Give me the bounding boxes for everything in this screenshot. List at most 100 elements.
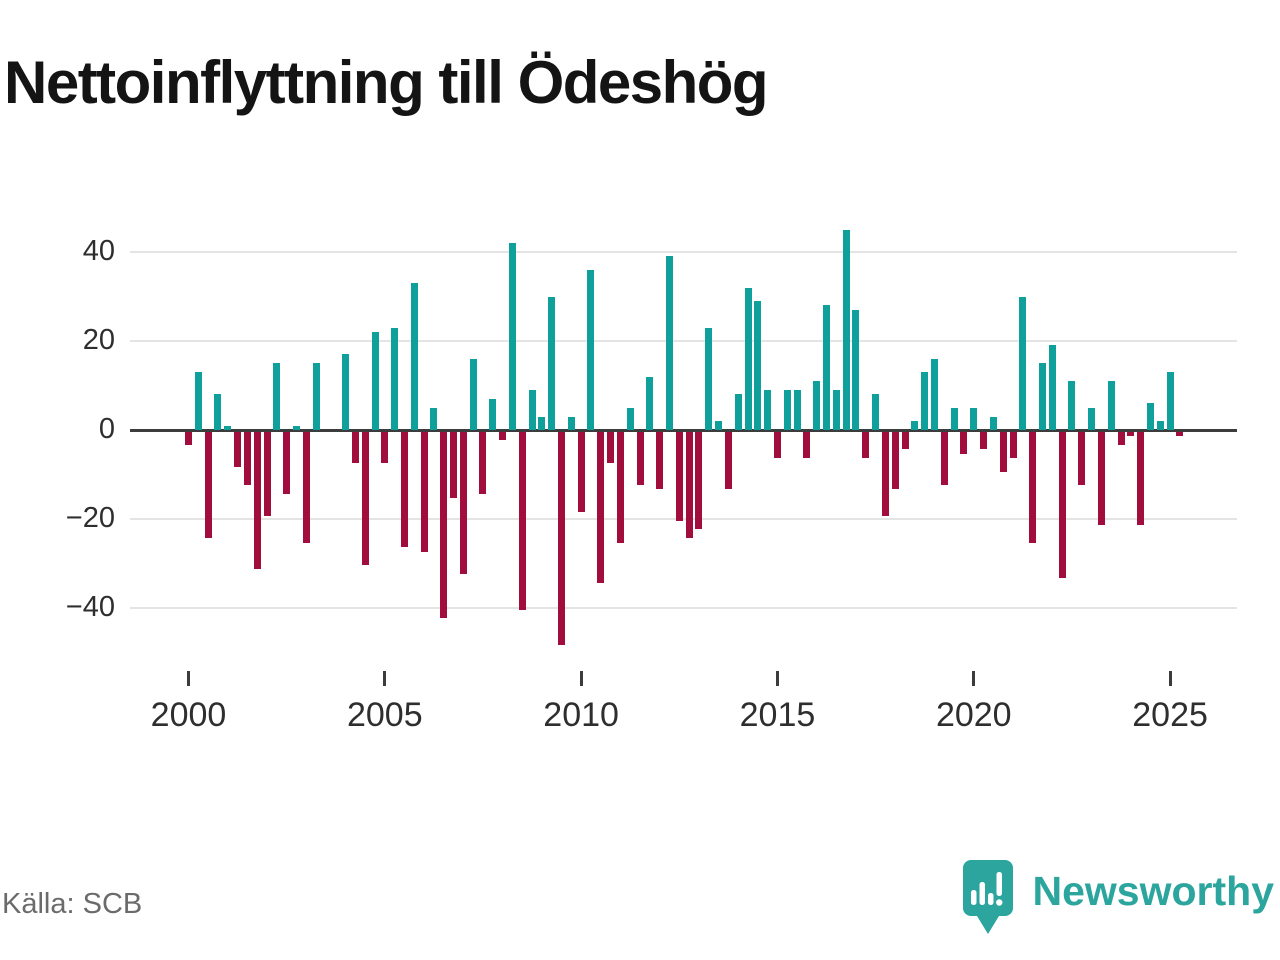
- bar-2021Q2: [1019, 296, 1027, 430]
- bar-2003Q1: [302, 431, 310, 543]
- bar-2013Q3: [715, 421, 723, 430]
- bar-2005Q3: [400, 431, 408, 548]
- bar-2014Q4: [764, 389, 772, 430]
- bar-2002Q3: [283, 431, 291, 494]
- bar-2019Q4: [960, 431, 968, 454]
- bar-2007Q2: [469, 358, 477, 430]
- bar-2004Q3: [361, 431, 369, 565]
- bar-2020Q2: [980, 431, 988, 450]
- bar-2005Q4: [410, 283, 418, 430]
- x-axis-tick: [579, 671, 583, 686]
- bar-2006Q2: [430, 407, 438, 430]
- bar-2002Q1: [263, 431, 271, 517]
- bar-2023Q1: [1088, 407, 1096, 430]
- bar-2018Q1: [891, 431, 899, 490]
- bar-2011Q1: [616, 431, 624, 543]
- bar-2023Q3: [1107, 381, 1115, 430]
- bar-2009Q3: [558, 431, 565, 646]
- bar-2024Q4: [1156, 421, 1164, 430]
- x-axis-tick: [383, 671, 387, 686]
- bar-2015Q1: [773, 431, 781, 459]
- bar-2021Q4: [1038, 363, 1046, 430]
- y-axis-tick-label: 40: [82, 235, 115, 267]
- y-axis-tick-label: 0: [98, 413, 115, 445]
- bar-2021Q3: [1029, 431, 1037, 543]
- chart-title: Nettoinflyttning till Ödeshög: [4, 49, 769, 116]
- bar-2014Q3: [754, 300, 762, 430]
- x-axis-tick-label: 2000: [150, 696, 227, 734]
- bar-2006Q1: [420, 431, 428, 552]
- bar-2010Q2: [587, 269, 595, 430]
- x-axis-tick-label: 2025: [1132, 696, 1208, 734]
- bar-2015Q2: [783, 389, 791, 430]
- bar-2020Q1: [970, 407, 978, 430]
- bar-2011Q4: [646, 376, 654, 430]
- bar-2009Q2: [548, 296, 556, 430]
- bar-2016Q2: [823, 305, 831, 430]
- bar-2017Q2: [862, 431, 870, 459]
- bar-2022Q2: [1058, 431, 1066, 579]
- bar-2025Q2: [1176, 431, 1184, 436]
- bar-2008Q2: [508, 243, 516, 430]
- gridline: [130, 251, 1237, 253]
- bar-2015Q3: [793, 389, 801, 430]
- bar-2001Q1: [224, 425, 232, 430]
- bar-2018Q4: [921, 372, 929, 430]
- bar-2016Q1: [813, 381, 821, 430]
- bar-2022Q4: [1078, 431, 1086, 485]
- bar-2005Q1: [381, 431, 389, 463]
- gridline: [130, 340, 1237, 342]
- bar-2006Q3: [440, 431, 448, 619]
- bar-2008Q1: [499, 431, 507, 441]
- bar-2018Q3: [911, 421, 919, 430]
- bar-2017Q4: [881, 431, 889, 517]
- bar-2022Q3: [1068, 381, 1076, 430]
- bar-2019Q3: [950, 407, 958, 430]
- bar-2000Q2: [194, 372, 202, 430]
- bar-2019Q1: [931, 358, 939, 430]
- x-axis-tick: [1168, 671, 1172, 686]
- bar-2013Q1: [695, 431, 703, 530]
- bar-2017Q3: [872, 394, 880, 430]
- bar-2006Q4: [450, 431, 458, 499]
- gridline: [130, 518, 1237, 520]
- bar-2013Q2: [705, 327, 713, 430]
- bar-2010Q3: [597, 431, 605, 583]
- bar-2008Q3: [518, 431, 526, 610]
- bar-2024Q1: [1127, 431, 1135, 436]
- bar-2004Q1: [342, 354, 350, 430]
- bar-2025Q1: [1166, 372, 1174, 430]
- bar-2024Q3: [1146, 403, 1154, 430]
- bar-2001Q2: [234, 431, 242, 468]
- bar-2012Q4: [685, 431, 693, 539]
- bar-2005Q2: [391, 327, 399, 430]
- bar-2001Q3: [243, 431, 251, 485]
- bar-2007Q1: [459, 431, 467, 574]
- newsworthy-logo: Newsworthy: [962, 860, 1274, 938]
- x-axis-tick-label: 2015: [739, 696, 816, 734]
- bar-2002Q2: [273, 363, 281, 430]
- y-axis-tick-label: −40: [65, 591, 115, 623]
- gridline: [130, 607, 1237, 609]
- source-label: Källa: SCB: [2, 888, 143, 920]
- bar-2015Q4: [803, 431, 811, 459]
- bar-2004Q2: [351, 431, 359, 463]
- bar-2018Q2: [901, 431, 909, 450]
- bar-2012Q2: [665, 256, 673, 430]
- newsworthy-pin-icon: [962, 860, 1013, 934]
- bar-2000Q3: [204, 431, 212, 539]
- bar-2009Q1: [538, 416, 546, 430]
- bar-2011Q2: [626, 407, 634, 430]
- bar-2004Q4: [371, 332, 379, 430]
- bar-2007Q4: [489, 398, 497, 430]
- bar-2012Q1: [656, 431, 664, 490]
- y-axis-tick-label: 20: [82, 324, 115, 356]
- bar-2011Q3: [636, 431, 644, 485]
- x-axis-tick: [972, 671, 976, 686]
- bar-2001Q4: [253, 431, 261, 570]
- bar-2010Q4: [607, 431, 615, 463]
- bar-2012Q3: [675, 431, 683, 521]
- bar-2009Q4: [567, 416, 575, 430]
